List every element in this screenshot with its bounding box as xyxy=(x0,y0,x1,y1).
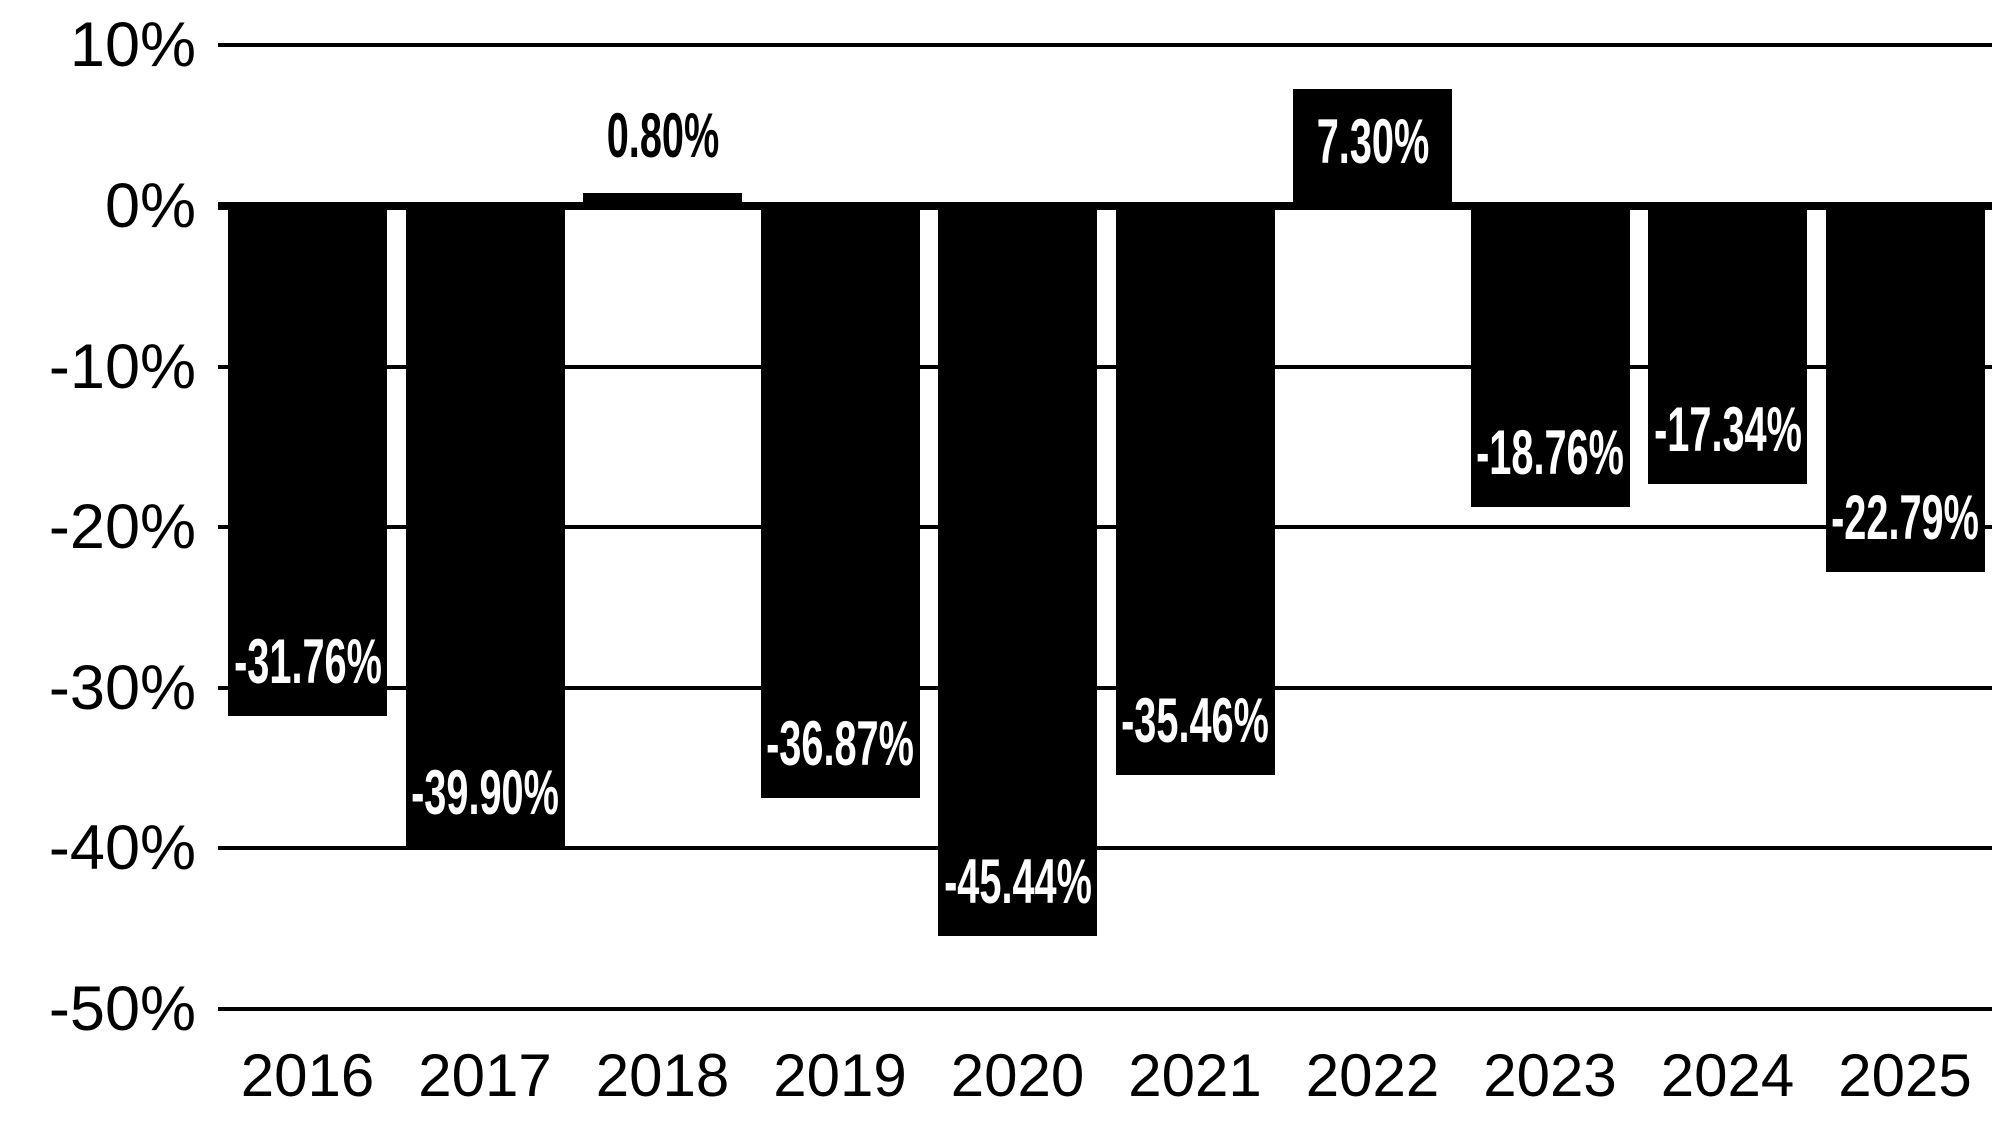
x-tick-label: 2024 xyxy=(1660,1042,1795,1109)
bar-2024 xyxy=(1648,206,1807,485)
x-tick-label: 2019 xyxy=(773,1042,907,1109)
y-tick-label: -40% xyxy=(48,813,196,884)
x-tick-label: 2025 xyxy=(1838,1042,1972,1109)
bar-2020 xyxy=(938,206,1097,936)
x-tick-label: 2023 xyxy=(1483,1042,1617,1109)
bar-2016 xyxy=(228,206,387,717)
y-tick-label: -50% xyxy=(48,974,196,1044)
bar-2025 xyxy=(1825,206,1985,572)
x-tick-label: 2018 xyxy=(595,1042,730,1109)
bar-value-label: 0.80% xyxy=(606,101,719,172)
bar-value-label: -31.76% xyxy=(233,627,382,698)
x-tick-label: 2017 xyxy=(418,1042,552,1109)
bar-2018 xyxy=(583,193,742,206)
gridline xyxy=(218,1007,1992,1011)
x-tick-label: 2020 xyxy=(950,1042,1085,1109)
y-tick-label: 10% xyxy=(69,10,196,81)
bar-value-label: -18.76% xyxy=(1476,418,1624,489)
x-tick-label: 2021 xyxy=(1128,1042,1262,1109)
y-tick-label: -30% xyxy=(48,652,196,723)
gridline xyxy=(218,525,1992,530)
bar-2021 xyxy=(1115,206,1275,776)
bar-value-label: -36.87% xyxy=(766,709,914,780)
zero-axis-line xyxy=(218,202,1992,210)
bar-value-label: -45.44% xyxy=(943,846,1092,917)
x-tick-label: 2022 xyxy=(1305,1042,1440,1109)
bar-value-label: -35.46% xyxy=(1121,686,1269,757)
gridline xyxy=(218,364,1992,369)
gridline xyxy=(218,43,1992,48)
bar-value-label: -17.34% xyxy=(1653,395,1802,466)
bar-2017 xyxy=(405,206,565,847)
x-tick-label: 2016 xyxy=(240,1042,375,1109)
gridline xyxy=(218,846,1992,851)
bar-2022 xyxy=(1293,88,1452,206)
y-tick-label: -20% xyxy=(48,492,196,563)
bar-value-label: 7.30% xyxy=(1316,106,1429,177)
bar-2023 xyxy=(1470,206,1630,508)
bar-value-label: -39.90% xyxy=(411,757,559,828)
y-tick-label: -10% xyxy=(48,331,196,402)
y-tick-label: 0% xyxy=(104,171,196,241)
gridline xyxy=(218,685,1992,690)
bar-2019 xyxy=(760,206,920,799)
bar-value-label: -22.79% xyxy=(1831,483,1979,553)
